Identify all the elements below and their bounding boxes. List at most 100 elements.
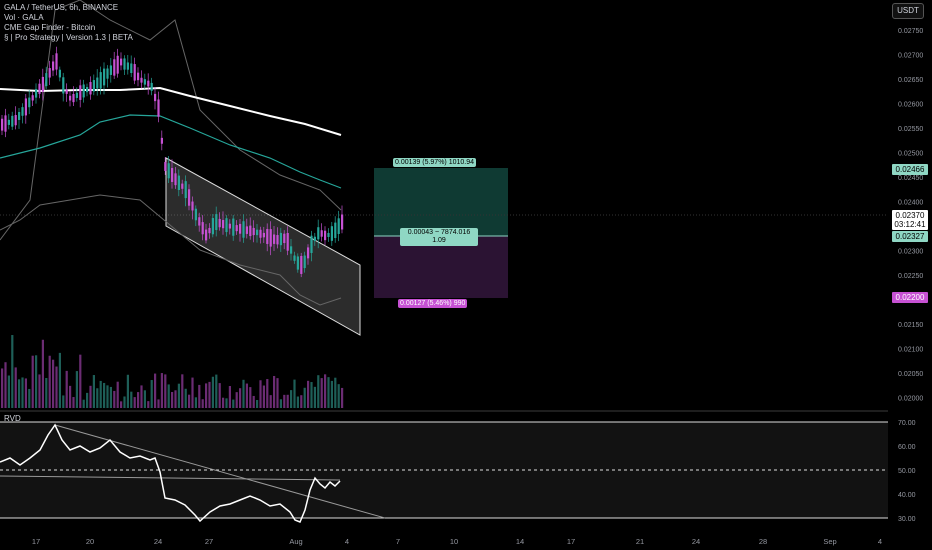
candle — [177, 175, 180, 191]
volume-bar — [28, 388, 31, 408]
time-axis-label: 24 — [692, 537, 700, 546]
candle — [113, 59, 116, 76]
volume-bar — [239, 388, 242, 408]
volume-bar — [126, 374, 129, 408]
candle — [164, 162, 167, 171]
candle — [303, 255, 306, 269]
candle — [279, 232, 282, 246]
cme-indicator-title[interactable]: CME Gap Finder - Bitcoin — [4, 23, 96, 32]
volume-bar — [55, 366, 58, 408]
volume-bar — [310, 382, 313, 408]
volume-bar — [188, 394, 191, 408]
position-target-label[interactable]: 0.00139 (5.97%) 1010.94 — [393, 158, 477, 167]
candle — [92, 80, 95, 92]
rvd-line — [0, 423, 341, 523]
volume-bar — [290, 390, 293, 408]
volume-bar — [279, 399, 282, 408]
loss-zone[interactable] — [374, 236, 508, 298]
candle — [300, 255, 303, 274]
candle — [184, 181, 187, 199]
volume-bar — [18, 379, 21, 408]
candle — [82, 84, 85, 98]
volume-bar — [245, 383, 248, 408]
candle — [31, 95, 34, 101]
time-axis-label: 27 — [205, 537, 213, 546]
candle — [228, 223, 231, 229]
price-axis-label: 0.02050 — [898, 371, 923, 378]
volume-series — [1, 335, 344, 408]
volume-bar — [58, 352, 61, 408]
volume-bar — [177, 383, 180, 408]
time-axis[interactable]: 17 20 24 27 Aug 4 7 10 14 17 21 24 28 Sep 4 — [32, 537, 882, 546]
candle — [211, 218, 214, 235]
time-axis-label: 14 — [516, 537, 524, 546]
profit-zone[interactable] — [374, 168, 508, 236]
volume-bar — [150, 380, 153, 408]
volume-bar — [106, 385, 109, 408]
volume-bar — [201, 399, 204, 408]
volume-bar — [293, 379, 296, 408]
candle — [157, 99, 160, 117]
currency-button[interactable]: USDT — [892, 3, 924, 19]
candle — [171, 168, 174, 182]
volume-bar — [69, 385, 72, 408]
position-entry-label[interactable]: 0.00043 ~ 7874.016 1.09 — [400, 228, 478, 246]
volume-bar — [211, 376, 214, 408]
volume-bar — [174, 390, 177, 408]
candle — [262, 232, 265, 238]
volume-bar — [249, 387, 252, 408]
pane-separator[interactable] — [0, 410, 888, 412]
time-axis-label: 7 — [396, 537, 400, 546]
candle — [198, 217, 201, 226]
volume-bar — [45, 377, 48, 408]
volume-bar — [123, 396, 126, 408]
candle — [310, 235, 313, 253]
volume-indicator-title[interactable]: Vol · GALA — [4, 13, 44, 22]
candle-countdown: 03:12:41 — [894, 220, 926, 229]
candle — [337, 218, 340, 235]
volume-bar — [82, 399, 85, 408]
candle — [18, 112, 21, 120]
volume-bar — [307, 380, 310, 408]
volume-bar — [92, 375, 95, 408]
candle — [290, 246, 293, 254]
candle — [293, 255, 296, 261]
volume-bar — [296, 396, 299, 408]
price-axis-label: 0.02700 — [898, 53, 923, 60]
volume-bar — [228, 386, 231, 408]
candle — [235, 225, 238, 232]
rvd-axis-label: 30.00 — [898, 516, 916, 523]
symbol-title[interactable]: GALA / TetherUS, 6h, BINANCE — [4, 3, 119, 12]
rvd-axis[interactable]: 70.00 60.00 50.00 40.00 30.00 — [898, 420, 916, 523]
descending-channel[interactable] — [165, 157, 361, 336]
price-axis-label: 0.02000 — [898, 396, 923, 403]
time-axis-label: 10 — [450, 537, 458, 546]
position-stop-label[interactable]: 0.00127 (5.46%) 990 — [398, 299, 468, 308]
candle — [245, 226, 248, 234]
candle — [137, 72, 140, 81]
volume-bar — [341, 387, 344, 408]
candle — [208, 227, 211, 234]
price-axis-label: 0.02250 — [898, 273, 923, 280]
volume-bar — [7, 375, 10, 408]
candlestick-series[interactable] — [1, 46, 344, 278]
chart-legend: GALA / TetherUS, 6h, BINANCE Vol · GALA … — [4, 3, 133, 43]
volume-bar — [86, 392, 89, 408]
time-axis-label: 4 — [345, 537, 349, 546]
volume-bar — [337, 384, 340, 408]
volume-bar — [1, 368, 4, 408]
rvd-pane-label[interactable]: RVD — [4, 414, 21, 423]
candle — [269, 229, 272, 247]
time-axis-label: 17 — [32, 537, 40, 546]
volume-bar — [198, 384, 201, 408]
rvd-axis-label: 60.00 — [898, 444, 916, 451]
time-axis-label: 17 — [567, 537, 575, 546]
volume-bar — [252, 395, 255, 408]
candle — [239, 223, 242, 234]
strategy-indicator-title[interactable]: § | Pro Strategy | Version 1.3 | BETA — [4, 33, 133, 42]
volume-bar — [320, 378, 323, 408]
candle — [55, 53, 58, 70]
volume-bar — [21, 377, 24, 408]
candle — [11, 115, 14, 127]
